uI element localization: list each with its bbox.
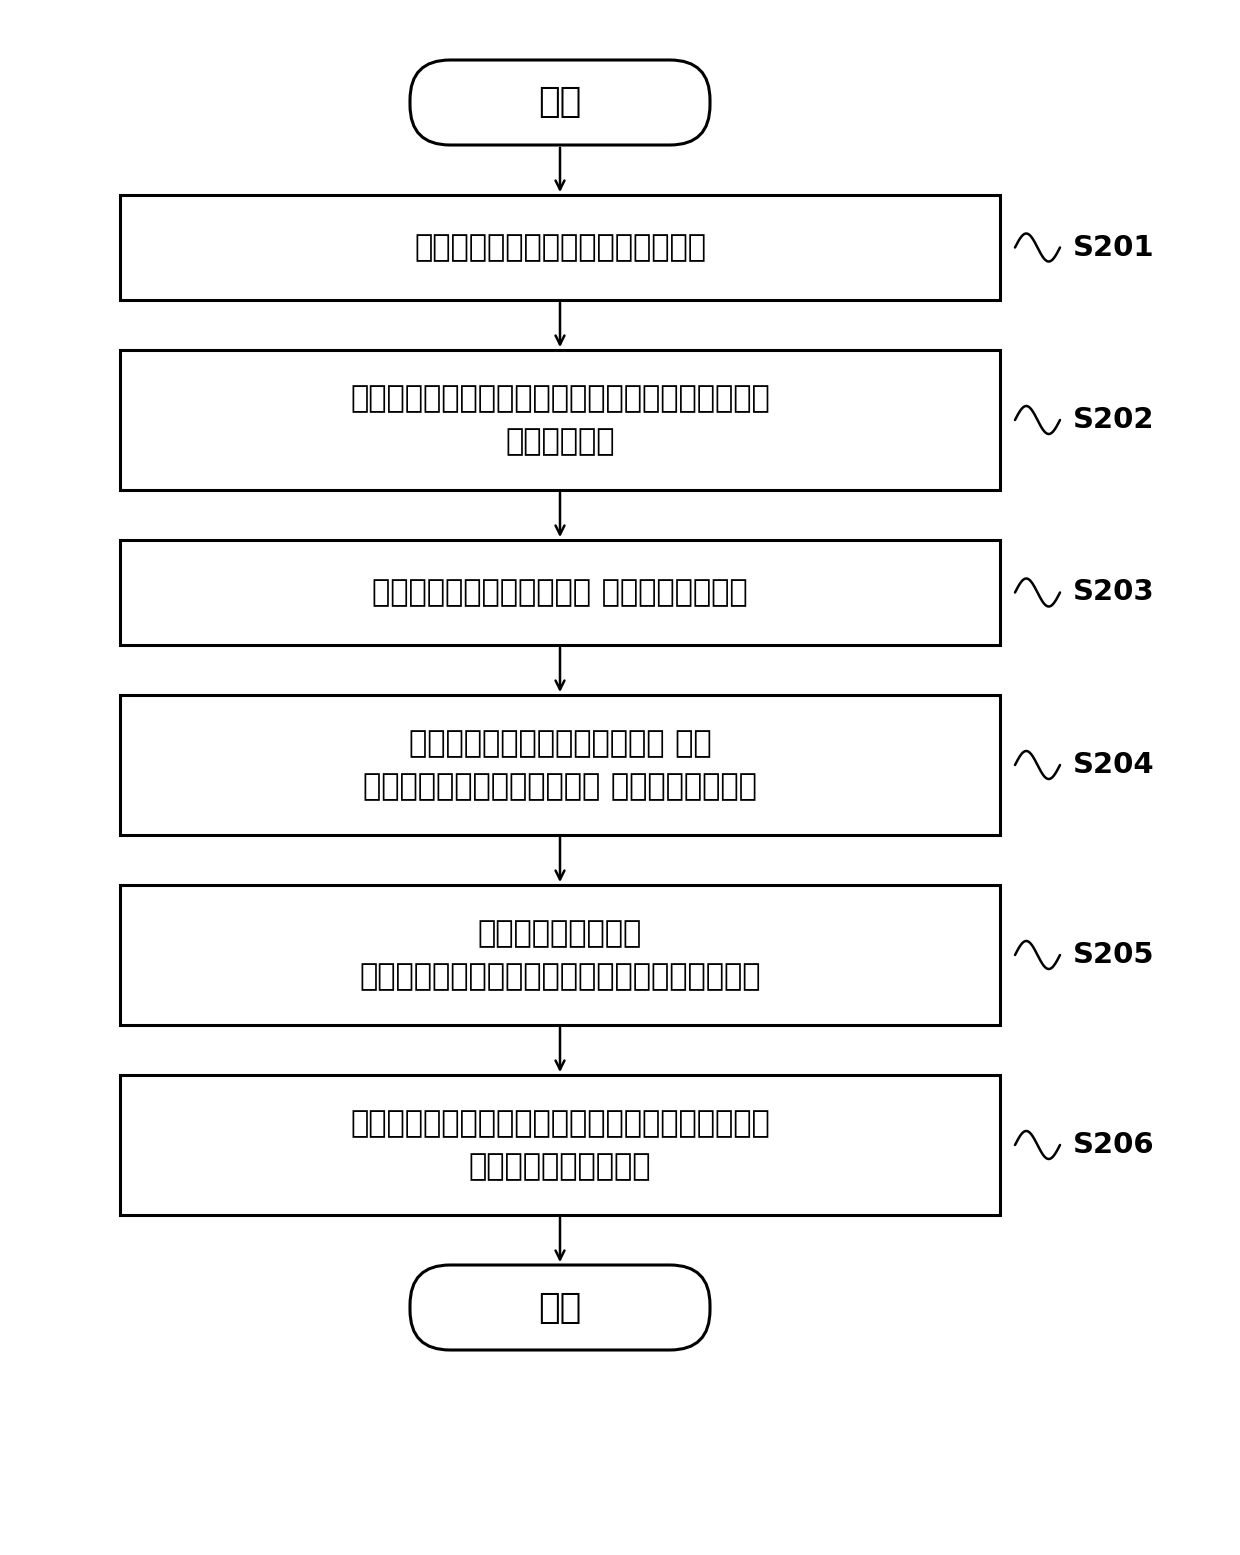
Text: 开始: 开始 bbox=[538, 86, 582, 120]
Text: S201: S201 bbox=[1073, 233, 1154, 261]
Text: S205: S205 bbox=[1073, 941, 1154, 969]
Text: 确定探地雷达是否处于正常工作状态: 确定探地雷达是否处于正常工作状态 bbox=[414, 233, 706, 261]
Bar bbox=[120, 350, 999, 490]
FancyBboxPatch shape bbox=[410, 1266, 711, 1350]
Text: S204: S204 bbox=[1073, 751, 1154, 779]
Bar bbox=[120, 194, 999, 300]
FancyBboxPatch shape bbox=[410, 61, 711, 145]
Text: 基于所述标定材料与空气界面的 实时
反射系数幅值确定标定材料的 实时相对介电常数: 基于所述标定材料与空气界面的 实时 反射系数幅值确定标定材料的 实时相对介电常数 bbox=[363, 729, 756, 801]
Text: 基于雷达波在面层中的实时双程走时以及所述确定测
试材料面层的实时厚度: 基于雷达波在面层中的实时双程走时以及所述确定测 试材料面层的实时厚度 bbox=[350, 1109, 770, 1180]
Text: S206: S206 bbox=[1073, 1130, 1154, 1158]
Text: S202: S202 bbox=[1073, 406, 1154, 434]
Bar bbox=[120, 540, 999, 645]
Text: 基于标定材料的实时
相对介电常数确定电磁波在介质中的实时传播速度: 基于标定材料的实时 相对介电常数确定电磁波在介质中的实时传播速度 bbox=[360, 919, 761, 991]
Text: 确定标定材料与空气界面的 实时反射系数幅值: 确定标定材料与空气界面的 实时反射系数幅值 bbox=[372, 578, 748, 606]
Text: S203: S203 bbox=[1073, 578, 1154, 606]
Text: 结束: 结束 bbox=[538, 1291, 582, 1325]
Text: 确定探地雷达安装位置、天线垂直沥青面和雷达高度
是否符合规范: 确定探地雷达安装位置、天线垂直沥青面和雷达高度 是否符合规范 bbox=[350, 384, 770, 456]
Bar bbox=[120, 1075, 999, 1214]
Bar bbox=[120, 695, 999, 835]
Bar bbox=[120, 885, 999, 1025]
